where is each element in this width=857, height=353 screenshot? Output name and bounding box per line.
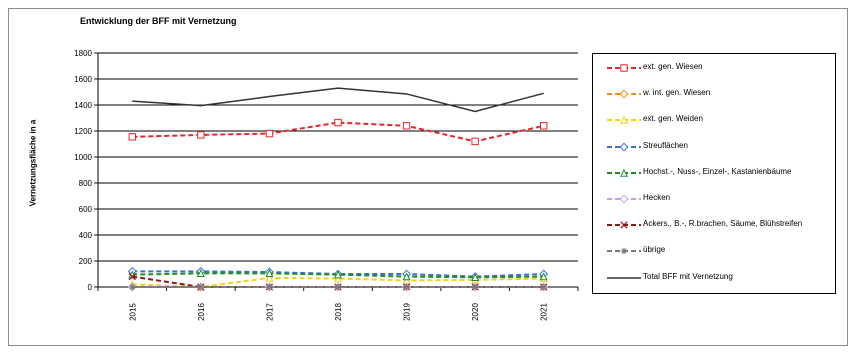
legend-item: ext. gen. Weiden bbox=[593, 113, 833, 127]
y-tick-label: 1600 bbox=[74, 75, 92, 84]
legend-item: Hecken bbox=[593, 192, 833, 206]
legend-swatch-marker bbox=[619, 194, 629, 204]
legend-label: Ackers., B.-, R.brachen, Säume, Blühstre… bbox=[643, 219, 803, 229]
legend-label: ext. gen. Wiesen bbox=[643, 62, 703, 71]
x-tick-label: 2017 bbox=[265, 303, 274, 321]
y-tick-label: 0 bbox=[88, 283, 93, 292]
y-tick-label: 400 bbox=[79, 231, 93, 240]
legend-item: w. int. gen. Wiesen bbox=[593, 87, 833, 101]
data-point-4 bbox=[196, 269, 205, 278]
legend-swatch-marker bbox=[619, 116, 629, 125]
data-point-2 bbox=[265, 273, 274, 282]
data-point-0 bbox=[402, 122, 411, 130]
y-tick-label: 1400 bbox=[74, 101, 92, 110]
y-tick-label: 600 bbox=[79, 205, 93, 214]
series-line-8 bbox=[132, 87, 544, 113]
data-point-4 bbox=[333, 270, 343, 279]
x-tick-label: 2018 bbox=[334, 303, 343, 321]
legend-label: w. int. gen. Wiesen bbox=[643, 88, 711, 98]
x-tick-label: 2021 bbox=[540, 303, 549, 321]
legend-swatch-marker bbox=[620, 221, 628, 229]
legend-swatch-marker bbox=[620, 64, 628, 72]
legend-label: Hochst.-, Nuss-, Einzel-, Kastanienbäume bbox=[643, 166, 792, 176]
data-point-7 bbox=[129, 283, 136, 291]
legend-item: Ackers., B.-, R.brachen, Säume, Blühstre… bbox=[593, 218, 833, 232]
x-tick-label: 2015 bbox=[128, 303, 137, 321]
legend-label: Streuflächen bbox=[643, 140, 688, 150]
legend-swatch-marker bbox=[619, 89, 629, 99]
legend-item: Hochst.-, Nuss-, Einzel-, Kastanienbäume bbox=[593, 166, 833, 180]
x-tick-label: 2016 bbox=[197, 303, 206, 321]
legend-swatch-marker bbox=[619, 168, 629, 177]
legend-swatch bbox=[607, 89, 641, 99]
legend-item: übrige bbox=[593, 244, 833, 258]
legend-item: Streuflächen bbox=[593, 140, 833, 154]
y-tick-label: 1800 bbox=[74, 49, 92, 58]
legend-item: ext. gen. Wiesen bbox=[593, 61, 833, 75]
data-point-4 bbox=[402, 272, 411, 281]
data-point-4 bbox=[539, 272, 548, 281]
legend-swatch-marker bbox=[620, 248, 628, 255]
data-point-0 bbox=[197, 131, 205, 139]
data-point-7 bbox=[266, 283, 273, 291]
legend-label: ext. gen. Weiden bbox=[643, 114, 703, 124]
x-tick-label: 2019 bbox=[403, 303, 412, 321]
legend-swatch bbox=[607, 116, 641, 125]
legend-swatch bbox=[607, 194, 641, 204]
legend-label: übrige bbox=[643, 245, 666, 255]
y-tick-label: 1000 bbox=[74, 153, 92, 162]
legend-item: Total BFF mit Vernetzung bbox=[593, 271, 833, 285]
data-point-7 bbox=[403, 283, 410, 291]
data-point-7 bbox=[540, 283, 547, 291]
data-point-6 bbox=[128, 272, 136, 281]
x-tick-label: 2020 bbox=[471, 303, 480, 321]
legend-swatch bbox=[607, 168, 641, 177]
data-point-4 bbox=[265, 269, 274, 278]
y-tick-label: 800 bbox=[79, 179, 93, 188]
data-point-0 bbox=[471, 137, 479, 146]
legend-swatch bbox=[607, 64, 641, 72]
y-tick-label: 1200 bbox=[74, 127, 92, 136]
legend-swatch bbox=[607, 248, 641, 255]
data-point-7 bbox=[197, 283, 205, 291]
data-point-0 bbox=[128, 133, 136, 141]
legend-swatch bbox=[607, 142, 641, 152]
y-tick-label: 200 bbox=[79, 257, 93, 266]
legend-label: Hecken bbox=[643, 193, 671, 202]
legend: ext. gen. Wiesen w. int. gen. Wiesen ext. … bbox=[592, 53, 836, 294]
data-point-7 bbox=[471, 283, 479, 291]
data-point-7 bbox=[334, 283, 342, 291]
data-point-2 bbox=[333, 274, 343, 283]
legend-label: Total BFF mit Vernetzung bbox=[643, 271, 733, 281]
data-point-0 bbox=[540, 122, 548, 130]
legend-swatch bbox=[607, 221, 641, 229]
legend-swatch bbox=[607, 276, 641, 279]
chart-title: Entwicklung der BFF mit Vernetzung bbox=[80, 16, 237, 26]
legend-swatch-marker bbox=[619, 142, 629, 152]
data-point-0 bbox=[334, 118, 342, 127]
data-point-4 bbox=[471, 272, 480, 281]
data-point-0 bbox=[265, 129, 274, 138]
